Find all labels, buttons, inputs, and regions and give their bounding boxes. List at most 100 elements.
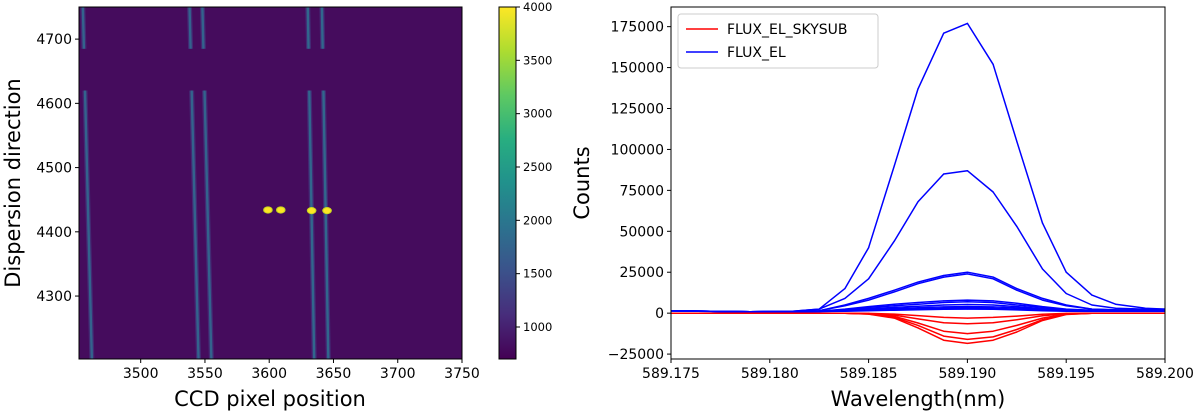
spectrum-point [992, 336, 994, 338]
spectrum-point [917, 327, 919, 329]
right-x-tick-label: 589.185 [840, 366, 898, 382]
left-y-tick-label: 4400 [36, 225, 72, 241]
spectrum-point [943, 300, 945, 302]
colorbar-tick-label: 1000 [523, 320, 552, 334]
spectrum-point [917, 307, 919, 309]
spectrum-point [917, 301, 919, 304]
spectrum-point [893, 313, 895, 315]
spectrum-point [1041, 315, 1044, 317]
spectrum-point [868, 299, 870, 301]
spectrum-point [893, 289, 895, 291]
spectrum-point [943, 335, 945, 337]
left-x-ticks: 3500 3550 3600 3650 3700 3750 [123, 359, 480, 382]
left-x-tick-label: 3650 [316, 366, 352, 382]
spectrum-point [709, 312, 712, 314]
spectrum-point [992, 304, 994, 306]
spectrum-point [788, 312, 791, 314]
colorbar-tick-label: 2500 [523, 160, 552, 174]
legend: FLUX_EL_SKYSUB FLUX_EL [677, 13, 879, 69]
detector-image [79, 7, 462, 359]
spectrum-point [749, 312, 751, 314]
spectrum-point [1065, 271, 1067, 273]
spectrum-point [943, 173, 945, 175]
spectrum-point [1091, 308, 1093, 310]
spectrum-point [1016, 328, 1018, 331]
detector-image-panel: 3500 3550 3600 3650 3700 3750 4300 4400 4500 460… [1, 6, 480, 411]
spectrum-point [992, 191, 994, 193]
left-y-tick-label: 4600 [36, 96, 72, 112]
spectrum-point [943, 316, 945, 319]
right-y-tick-label: 100000 [611, 142, 664, 158]
spectrum-point [992, 276, 994, 278]
left-x-tick-label: 3700 [380, 366, 416, 382]
spectrum-point [893, 291, 895, 293]
colorbar-tick-label: 3000 [523, 107, 552, 121]
spectrum-point [1115, 303, 1117, 305]
colorbar-tick-label: 3500 [523, 53, 552, 67]
spectrum-point [1016, 315, 1018, 317]
spectrum-point [1041, 310, 1044, 312]
spectrum-point [943, 339, 945, 341]
spectrum-point [966, 308, 969, 310]
spectrum-point [1041, 268, 1044, 270]
spectrum-point [1016, 324, 1018, 327]
fiber-trace-1-1 [83, 90, 94, 359]
spectrum-point [868, 278, 870, 280]
spectrum-point [943, 306, 945, 308]
right-y-tick-label: 175000 [611, 20, 664, 36]
left-y-tick-label: 4500 [36, 161, 72, 177]
colorbar-ticks: 1000 1500 2000 2500 3000 3500 4000 [516, 0, 552, 334]
spectrum-point [917, 88, 919, 90]
spectrum-point [917, 281, 919, 283]
spectrum-point [966, 273, 969, 275]
right-x-tick-label: 589.200 [1136, 366, 1194, 382]
spectrum-point [844, 297, 846, 300]
spectrum-point [1016, 304, 1018, 306]
spectrum-point [943, 330, 945, 332]
spectrum-point [1016, 307, 1018, 309]
spectrum-point [868, 306, 870, 309]
left-y-ticks: 4300 4400 4500 4600 4700 [36, 32, 79, 305]
spectrum-point [749, 311, 751, 313]
colorbar: 1000 1500 2000 2500 3000 3500 4000 [498, 0, 552, 360]
colorbar-tick-label: 4000 [523, 0, 552, 14]
spectrum-point [966, 338, 969, 340]
spectrum-point [844, 305, 846, 307]
spectrum-point [917, 322, 919, 324]
spectrum-point [1016, 302, 1018, 304]
spectrum-point [917, 305, 919, 307]
spectrum-point [868, 310, 870, 312]
spectrum-point [1016, 306, 1018, 308]
spectrum-point [992, 316, 994, 319]
spectrum-point [917, 315, 919, 317]
spectrum-point [966, 306, 969, 308]
spectrum-point [1041, 306, 1044, 309]
spectrum-point [992, 306, 994, 308]
spectrum-point [844, 288, 846, 290]
fiber-trace-3-1 [203, 90, 213, 359]
right-x-tick-label: 589.175 [642, 366, 700, 382]
emission-spot-1 [264, 207, 272, 213]
spectrum-point [1091, 310, 1093, 312]
spectrum-point [893, 309, 895, 311]
spectrum-point [917, 324, 919, 327]
spectrum-point [1041, 317, 1044, 319]
fiber-trace-3-2 [201, 7, 205, 49]
spectrum-point [992, 278, 994, 280]
spectrum-series-2 [671, 169, 1165, 313]
spectrum-point [992, 339, 994, 341]
spectrum-point [1091, 312, 1093, 314]
spectrum-point [943, 276, 945, 278]
right-x-tick-label: 589.190 [938, 366, 996, 382]
legend-label-skysub: FLUX_EL_SKYSUB [727, 22, 848, 38]
right-x-axis-label: Wavelength(nm) [831, 387, 1006, 411]
left-x-tick-label: 3750 [444, 366, 480, 382]
spectrum-point [818, 312, 820, 314]
spectrum-point [917, 318, 919, 320]
spectrum-point [1016, 289, 1018, 291]
spectrum-point [1065, 292, 1067, 295]
spectrum-point [818, 308, 820, 310]
spectrum-point [788, 311, 791, 313]
right-y-tick-label: 0 [655, 306, 664, 322]
